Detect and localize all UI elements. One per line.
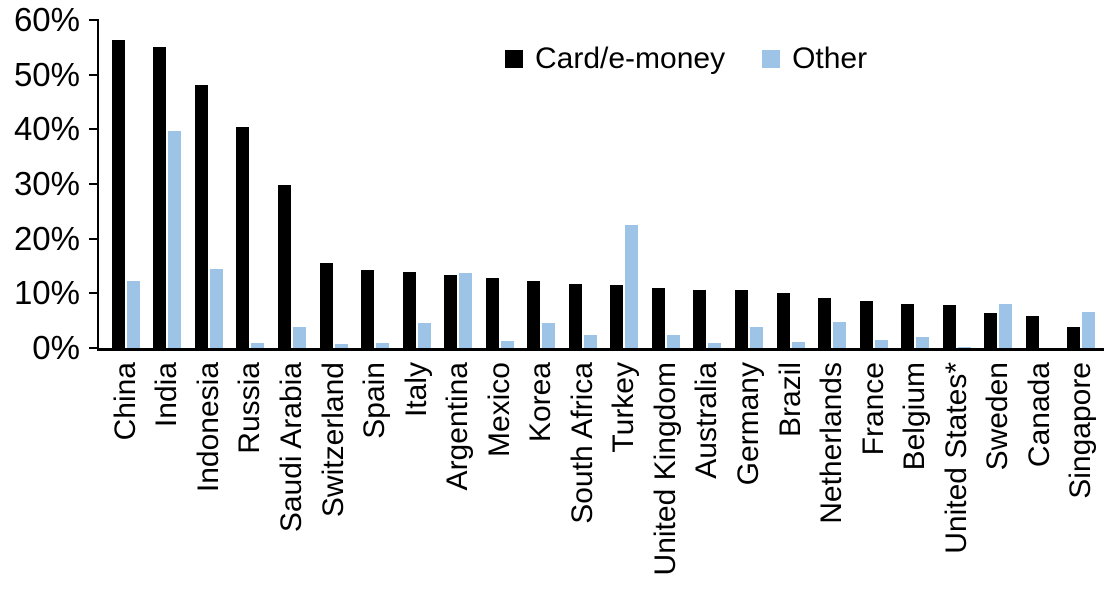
bar-card-e-money — [942, 305, 956, 348]
bar-other — [833, 321, 847, 348]
bar-card-e-money — [444, 275, 458, 348]
x-axis-label: Singapore — [1064, 362, 1098, 499]
y-axis-tick-mark — [89, 128, 97, 131]
bar-other — [542, 322, 556, 348]
x-axis-label: Switzerland — [316, 362, 350, 518]
x-axis-label: Mexico — [482, 362, 516, 458]
x-axis-label: France — [856, 362, 890, 456]
bar-card-e-money — [984, 313, 998, 348]
x-axis-label: Brazil — [773, 362, 807, 438]
bar-card-e-money — [776, 293, 790, 348]
bar-other — [334, 343, 348, 348]
legend-swatch-card-e-money-icon — [505, 50, 523, 68]
legend: Card/e-money Other — [505, 42, 867, 76]
bar-other — [791, 341, 805, 348]
bar-other — [126, 281, 140, 348]
bar-other — [251, 342, 265, 348]
y-axis-tick-mark — [89, 292, 97, 295]
y-axis-tick-label: 30% — [13, 165, 80, 203]
bar-card-e-money — [319, 263, 333, 348]
bar-card-e-money — [568, 284, 582, 348]
bar-card-e-money — [1025, 316, 1039, 348]
x-axis-label: India — [150, 362, 184, 428]
x-axis-label: Sweden — [981, 362, 1015, 471]
bar-other — [376, 342, 390, 348]
y-axis-tick-label: 60% — [13, 1, 80, 39]
bar-other — [750, 326, 764, 348]
x-axis-label: Russia — [233, 362, 267, 454]
bar-other — [459, 272, 473, 348]
legend-swatch-other-icon — [762, 50, 781, 68]
bar-other — [417, 322, 431, 348]
bar-other — [168, 131, 182, 348]
bar-card-e-money — [818, 297, 832, 348]
bar-card-e-money — [651, 287, 665, 348]
bar-card-e-money — [402, 271, 416, 348]
bar-card-e-money — [485, 277, 499, 348]
y-axis-tick-label: 0% — [32, 329, 80, 366]
y-axis-tick-mark — [89, 183, 97, 186]
bar-other — [625, 224, 639, 348]
x-axis-label: China — [108, 362, 142, 441]
y-axis-line — [97, 19, 99, 351]
bar-card-e-money — [610, 284, 624, 348]
x-axis-label: Spain — [358, 362, 392, 439]
x-axis-label: Indonesia — [191, 362, 225, 493]
bar-card-e-money — [901, 303, 915, 348]
x-axis-label: Belgium — [898, 362, 932, 471]
bar-other — [500, 340, 514, 348]
x-axis-label: Korea — [524, 362, 558, 443]
x-axis-label: United Kingdom — [648, 362, 682, 576]
x-axis-line — [97, 348, 1104, 351]
y-axis-tick-label: 10% — [13, 274, 80, 312]
bar-other — [957, 346, 971, 348]
y-axis-tick-label: 40% — [13, 110, 80, 148]
legend-label-other: Other — [792, 42, 868, 75]
bar-card-e-money — [236, 126, 250, 348]
bar-other — [999, 304, 1013, 348]
y-axis-tick-mark — [89, 73, 97, 76]
y-axis-tick-mark — [89, 347, 97, 349]
legend-label-card-e-money: Card/e-money — [535, 42, 726, 75]
y-axis-tick-mark — [89, 237, 97, 240]
bar-card-e-money — [194, 84, 208, 348]
x-axis-label: South Africa — [565, 362, 599, 524]
bar-other — [292, 327, 306, 348]
x-axis-label: United States* — [939, 362, 973, 554]
bar-card-e-money — [735, 290, 749, 348]
x-axis-label: Netherlands — [815, 362, 849, 524]
bar-other — [874, 339, 888, 348]
y-axis-tick-label: 50% — [13, 55, 80, 93]
x-axis-label: Saudi Arabia — [274, 362, 308, 533]
bar-other — [583, 334, 597, 348]
legend-item-card-e-money: Card/e-money — [505, 42, 725, 76]
bar-card-e-money — [1067, 327, 1081, 348]
x-axis-label: Italy — [399, 362, 433, 418]
bar-other — [708, 342, 722, 348]
x-axis-label: Germany — [732, 362, 766, 486]
x-axis-label: Turkey — [607, 362, 641, 453]
y-axis-tick-mark — [89, 19, 97, 22]
bar-other — [916, 337, 930, 348]
bar-card-e-money — [693, 289, 707, 348]
bar-card-e-money — [277, 185, 291, 348]
bar-card-e-money — [153, 47, 167, 348]
bar-other — [666, 335, 680, 348]
bar-other — [1082, 311, 1096, 348]
bar-card-e-money — [111, 40, 125, 348]
bar-card-e-money — [859, 301, 873, 348]
x-axis-label: Argentina — [441, 362, 475, 491]
y-axis-tick-label: 20% — [13, 219, 80, 257]
legend-item-other: Other — [762, 42, 867, 76]
x-axis-label: Australia — [690, 362, 724, 479]
bar-card-e-money — [361, 270, 375, 348]
bar-other — [209, 268, 223, 348]
x-axis-label: Canada — [1022, 362, 1056, 468]
bar-card-e-money — [527, 281, 541, 348]
